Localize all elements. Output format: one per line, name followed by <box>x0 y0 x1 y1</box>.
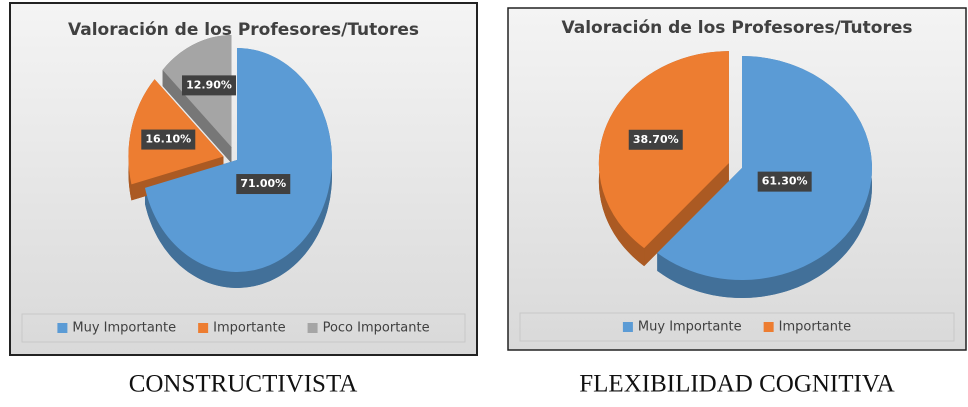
data-label-box <box>236 174 291 195</box>
data-label: 12.90% <box>186 78 232 91</box>
chart-title: Valoración de los Profesores/Tutores <box>562 18 913 38</box>
legend-swatch <box>307 323 318 333</box>
legend-box <box>21 313 466 343</box>
data-label-box <box>628 129 683 150</box>
slice-wall <box>644 163 729 267</box>
data-label: 61.30% <box>762 175 808 188</box>
data-label-box <box>182 75 237 96</box>
legend-swatch <box>57 323 68 333</box>
data-label: 16.10% <box>145 133 191 146</box>
legend-label: Importante <box>213 321 285 336</box>
legend-swatch <box>198 323 209 333</box>
data-label: 38.70% <box>633 133 679 146</box>
chart-title: Valoración de los Profesores/Tutores <box>68 20 419 40</box>
legend-swatch <box>763 322 774 332</box>
caption: CONSTRUCTIVISTA <box>129 371 358 398</box>
legend-box <box>519 312 955 342</box>
legend-swatch <box>622 322 633 332</box>
legend-label: Muy Importante <box>638 320 742 335</box>
data-label-box <box>757 171 812 192</box>
caption: FLEXIBILIDAD COGNITIVA <box>579 371 894 398</box>
legend-label: Muy Importante <box>72 321 176 336</box>
slice-side <box>657 56 872 298</box>
data-label-box <box>141 129 196 150</box>
pie-slice <box>144 48 332 272</box>
legend-label: Poco Importante <box>323 321 430 336</box>
pie-slice <box>657 56 872 280</box>
slice-wall <box>162 69 232 164</box>
data-label: 71.00% <box>240 177 286 190</box>
legend-label: Importante <box>779 320 851 335</box>
